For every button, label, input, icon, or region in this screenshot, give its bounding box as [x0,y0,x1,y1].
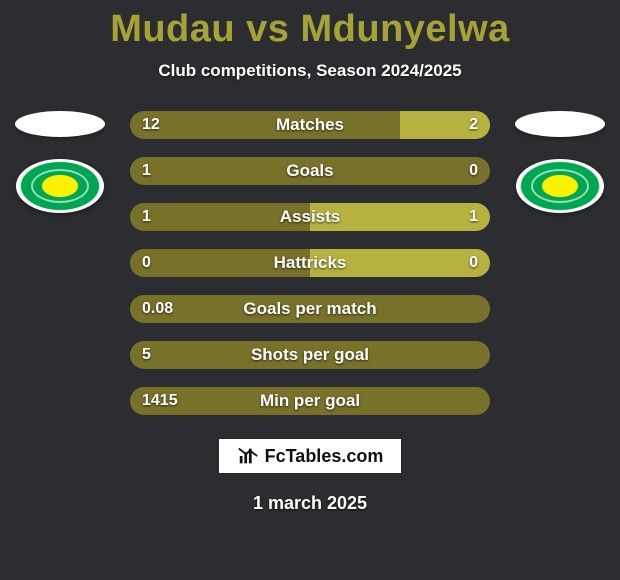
left-player-badges [10,111,110,213]
stat-bars: 12 2 Matches 1 0 Goals 1 1 Assists 0 0 Hattricks 0.0… [130,111,490,415]
bar-left-value: 0 [142,254,151,272]
bar-left-value: 5 [142,346,151,364]
bar-right-value: 2 [469,116,478,134]
branding-label: FcTables.com [265,446,384,467]
bar-left-segment [130,111,400,139]
bar-label: Assists [280,207,340,227]
bar-right-value: 1 [469,208,478,226]
stat-bar: 12 2 Matches [130,111,490,139]
page-title: Mudau vs Mdunyelwa [0,0,620,51]
date-label: 1 march 2025 [0,493,620,514]
bar-left-value: 1 [142,208,151,226]
left-flag-icon [15,111,105,137]
stat-bar: 0.08 Goals per match [130,295,490,323]
bar-left-value: 12 [142,116,160,134]
content-area: 12 2 Matches 1 0 Goals 1 1 Assists 0 0 Hattricks 0.0… [0,111,620,415]
right-player-badges [510,111,610,213]
stat-bar: 1 0 Goals [130,157,490,185]
stat-bar: 0 0 Hattricks [130,249,490,277]
right-flag-icon [515,111,605,137]
left-club-crest-icon [16,159,104,213]
comparison-card: Mudau vs Mdunyelwa Club competitions, Se… [0,0,620,580]
stat-bar: 1415 Min per goal [130,387,490,415]
bar-label: Matches [276,115,344,135]
page-subtitle: Club competitions, Season 2024/2025 [0,61,620,81]
bar-left-value: 0.08 [142,300,173,318]
branding-badge: FcTables.com [217,437,404,475]
bar-label: Shots per goal [251,345,369,365]
bar-label: Min per goal [260,391,360,411]
bar-left-value: 1415 [142,392,178,410]
stat-bar: 1 1 Assists [130,203,490,231]
bar-right-value: 0 [469,254,478,272]
bar-left-value: 1 [142,162,151,180]
bar-label: Goals per match [243,299,376,319]
stat-bar: 5 Shots per goal [130,341,490,369]
footer: FcTables.com 1 march 2025 [0,437,620,514]
barchart-icon [237,445,259,467]
bar-label: Goals [286,161,333,181]
bar-label: Hattricks [274,253,347,273]
bar-right-value: 0 [469,162,478,180]
right-club-crest-icon [516,159,604,213]
